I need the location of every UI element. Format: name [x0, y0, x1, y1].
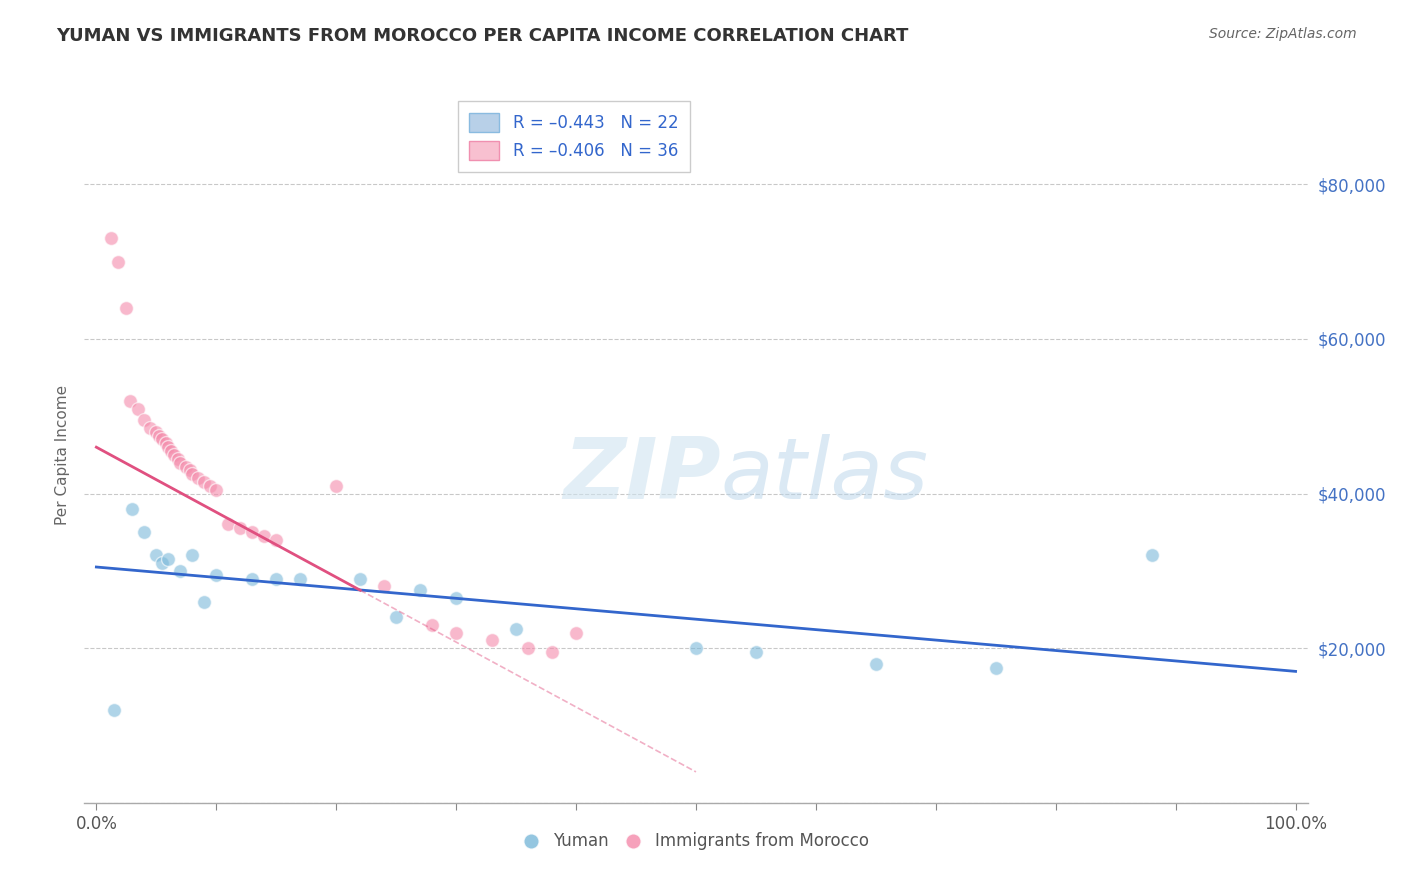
- Point: [150, 556, 173, 570]
- Point: [685, 641, 707, 656]
- Text: YUMAN VS IMMIGRANTS FROM MOROCCO PER CAPITA INCOME CORRELATION CHART: YUMAN VS IMMIGRANTS FROM MOROCCO PER CAP…: [56, 27, 908, 45]
- Point: [157, 440, 180, 454]
- Point: [264, 572, 287, 586]
- Point: [325, 479, 347, 493]
- Point: [541, 645, 564, 659]
- Point: [240, 525, 263, 540]
- Point: [385, 610, 408, 624]
- Point: [145, 549, 167, 563]
- Text: Source: ZipAtlas.com: Source: ZipAtlas.com: [1209, 27, 1357, 41]
- Point: [179, 463, 201, 477]
- Point: [148, 428, 170, 442]
- Point: [200, 479, 222, 493]
- Point: [187, 471, 209, 485]
- Point: [159, 444, 181, 458]
- Point: [145, 425, 167, 439]
- Point: [107, 254, 129, 268]
- Point: [229, 521, 252, 535]
- Point: [167, 451, 190, 466]
- Point: [193, 475, 215, 489]
- Point: [205, 567, 228, 582]
- Point: [100, 231, 122, 245]
- Point: [253, 529, 276, 543]
- Legend: Yuman, Immigrants from Morocco: Yuman, Immigrants from Morocco: [516, 826, 876, 857]
- Point: [193, 595, 215, 609]
- Point: [420, 618, 443, 632]
- Point: [565, 625, 588, 640]
- Point: [181, 549, 204, 563]
- Point: [157, 552, 180, 566]
- Y-axis label: Per Capita Income: Per Capita Income: [55, 384, 70, 525]
- Point: [103, 703, 125, 717]
- Point: [865, 657, 887, 671]
- Point: [205, 483, 228, 497]
- Point: [134, 413, 156, 427]
- Point: [163, 448, 186, 462]
- Point: [127, 401, 149, 416]
- Point: [745, 645, 768, 659]
- Point: [181, 467, 204, 482]
- Point: [121, 502, 143, 516]
- Point: [290, 572, 312, 586]
- Point: [169, 456, 191, 470]
- Point: [264, 533, 287, 547]
- Point: [481, 633, 503, 648]
- Point: [169, 564, 191, 578]
- Point: [444, 625, 467, 640]
- Point: [217, 517, 239, 532]
- Point: [139, 421, 162, 435]
- Point: [409, 583, 432, 598]
- Point: [134, 525, 156, 540]
- Point: [505, 622, 527, 636]
- Point: [349, 572, 371, 586]
- Point: [1140, 549, 1163, 563]
- Text: atlas: atlas: [720, 434, 928, 517]
- Text: ZIP: ZIP: [562, 434, 720, 517]
- Point: [118, 393, 141, 408]
- Point: [517, 641, 540, 656]
- Point: [174, 459, 197, 474]
- Point: [373, 579, 395, 593]
- Point: [150, 433, 173, 447]
- Point: [115, 301, 138, 315]
- Point: [155, 436, 177, 450]
- Point: [984, 660, 1007, 674]
- Point: [240, 572, 263, 586]
- Point: [444, 591, 467, 605]
